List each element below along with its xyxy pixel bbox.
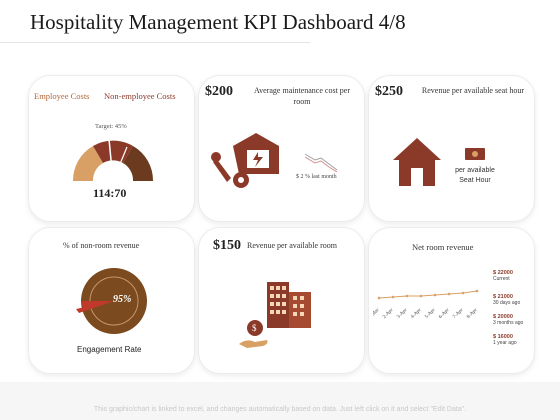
maintenance-label: Average maintenance cost per room [253, 86, 351, 106]
cost-gauge [72, 138, 154, 182]
stat-3-months: $ 20000 3 months ago [493, 314, 533, 334]
stat-30-days: $ 21000 30 days ago [493, 294, 533, 314]
maintenance-amount: $200 [205, 84, 233, 99]
seat-hour-subtitle: per available Seat Hour [455, 167, 495, 184]
home-icon [393, 138, 441, 186]
stat-value: $ 22000 [493, 270, 513, 276]
seat-hour-revenue-card[interactable]: $250 Revenue per available seat hour per… [368, 75, 535, 222]
stat-value: $ 16000 [493, 334, 513, 340]
title-divider [0, 42, 310, 43]
net-room-label: Net room revenue [412, 242, 474, 252]
net-revenue-stats: $ 22000 Current $ 21000 30 days ago $ 20… [493, 270, 533, 354]
legend-employee-costs: Employee Costs [34, 91, 90, 101]
non-room-revenue-card[interactable]: % of non-room revenue 95% Engagement Rat… [28, 227, 195, 374]
stat-caption: Current [493, 276, 510, 282]
date-tick-label: 4-Apr [410, 308, 422, 320]
date-tick-label: 1-Mar [373, 308, 381, 321]
net-room-revenue-card[interactable]: Net room revenue 1-Mar 2-Apr 3-Apr 4-Apr 5-A… [368, 227, 535, 374]
legend-non-employee-costs: Non-employee Costs [104, 91, 176, 101]
date-tick-label: 6-Apr [438, 308, 450, 320]
gauge-reading: 114:70 [93, 186, 127, 200]
maintenance-cost-card[interactable]: $200 Average maintenance cost per room $… [198, 75, 365, 222]
date-tick-label: 2-Apr [382, 308, 394, 320]
stat-value: $ 21000 [493, 294, 513, 300]
stat-1-year: $ 16000 1 year ago [493, 334, 533, 354]
stat-caption: 30 days ago [493, 300, 521, 306]
stat-caption: 3 months ago [493, 320, 524, 326]
room-revenue-label: Revenue per available room [247, 241, 337, 250]
stat-value: $ 20000 [493, 314, 513, 320]
footer-band [0, 382, 560, 420]
maintenance-delta: $ 2 % last month [296, 174, 337, 180]
svg-text:$: $ [252, 323, 257, 333]
seat-hour-amount: $250 [375, 84, 403, 99]
non-room-percent: 95% [113, 294, 132, 305]
trend-down-icon [304, 153, 338, 173]
cash-icon [465, 148, 485, 160]
stat-caption: 1 year ago [493, 340, 517, 346]
house-tools-icon [211, 133, 279, 188]
room-revenue-amount: $150 [213, 238, 241, 253]
coin-hand-icon: $ [239, 320, 268, 348]
page-title: Hospitality Management KPI Dashboard 4/8 [30, 10, 406, 34]
non-room-donut [76, 268, 147, 334]
employee-costs-card[interactable]: Employee Costs Non-employee Costs Target… [28, 75, 195, 222]
non-room-label: % of non-room revenue [63, 241, 140, 250]
engagement-caption: Engagement Rate [77, 345, 142, 354]
building-icon [267, 282, 311, 328]
room-revenue-card[interactable]: $150 Revenue per available room $ [198, 227, 365, 374]
date-tick-label: 7-Apr [452, 308, 464, 320]
seat-hour-label: Revenue per available seat hour [421, 86, 525, 95]
gauge-target-label: Target: 45% [95, 123, 127, 130]
stat-current: $ 22000 Current [493, 270, 533, 294]
date-tick-label: 3-Apr [396, 308, 408, 320]
net-revenue-trend: 1-Mar 2-Apr 3-Apr 4-Apr 5-Apr 6-Apr 7-Apr 8-Apr [373, 289, 479, 321]
date-tick-label: 8-Apr [466, 308, 478, 320]
footer-note: This graphic/chart is linked to excel, a… [93, 406, 467, 413]
date-tick-label: 5-Apr [424, 308, 436, 320]
